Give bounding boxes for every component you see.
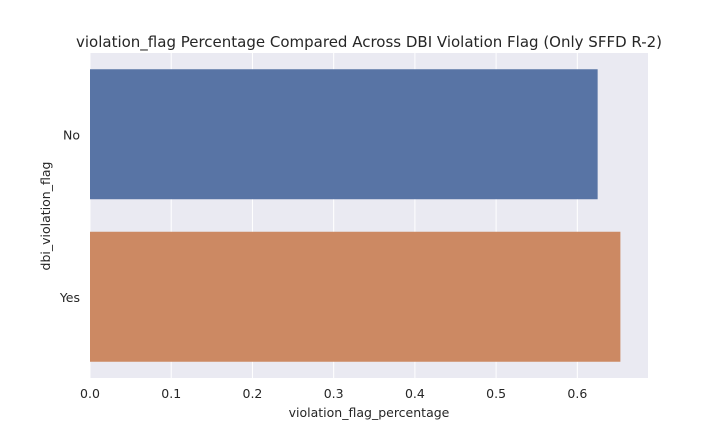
x-axis-label: violation_flag_percentage [289, 405, 450, 420]
x-tick-label: 0.1 [161, 386, 181, 401]
y-axis-label: dbi_violation_flag [38, 162, 53, 271]
chart-title: violation_flag Percentage Compared Acros… [76, 33, 662, 52]
x-tick-label: 0.2 [243, 386, 263, 401]
x-axis-ticks: 0.0 0.1 0.2 0.3 0.4 0.5 0.6 [80, 386, 587, 401]
x-tick-label: 0.6 [567, 386, 587, 401]
x-tick-label: 0.5 [486, 386, 506, 401]
bars [90, 69, 621, 362]
x-tick-label: 0.3 [324, 386, 344, 401]
y-tick-label: No [63, 127, 80, 142]
x-tick-label: 0.4 [405, 386, 425, 401]
bar-yes [90, 231, 621, 362]
y-tick-label: Yes [59, 290, 80, 305]
bar-no [90, 69, 598, 200]
y-axis-ticks: No Yes [59, 127, 80, 305]
x-tick-label: 0.0 [80, 386, 100, 401]
